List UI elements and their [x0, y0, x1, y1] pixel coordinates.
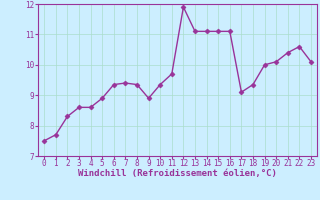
X-axis label: Windchill (Refroidissement éolien,°C): Windchill (Refroidissement éolien,°C)	[78, 169, 277, 178]
